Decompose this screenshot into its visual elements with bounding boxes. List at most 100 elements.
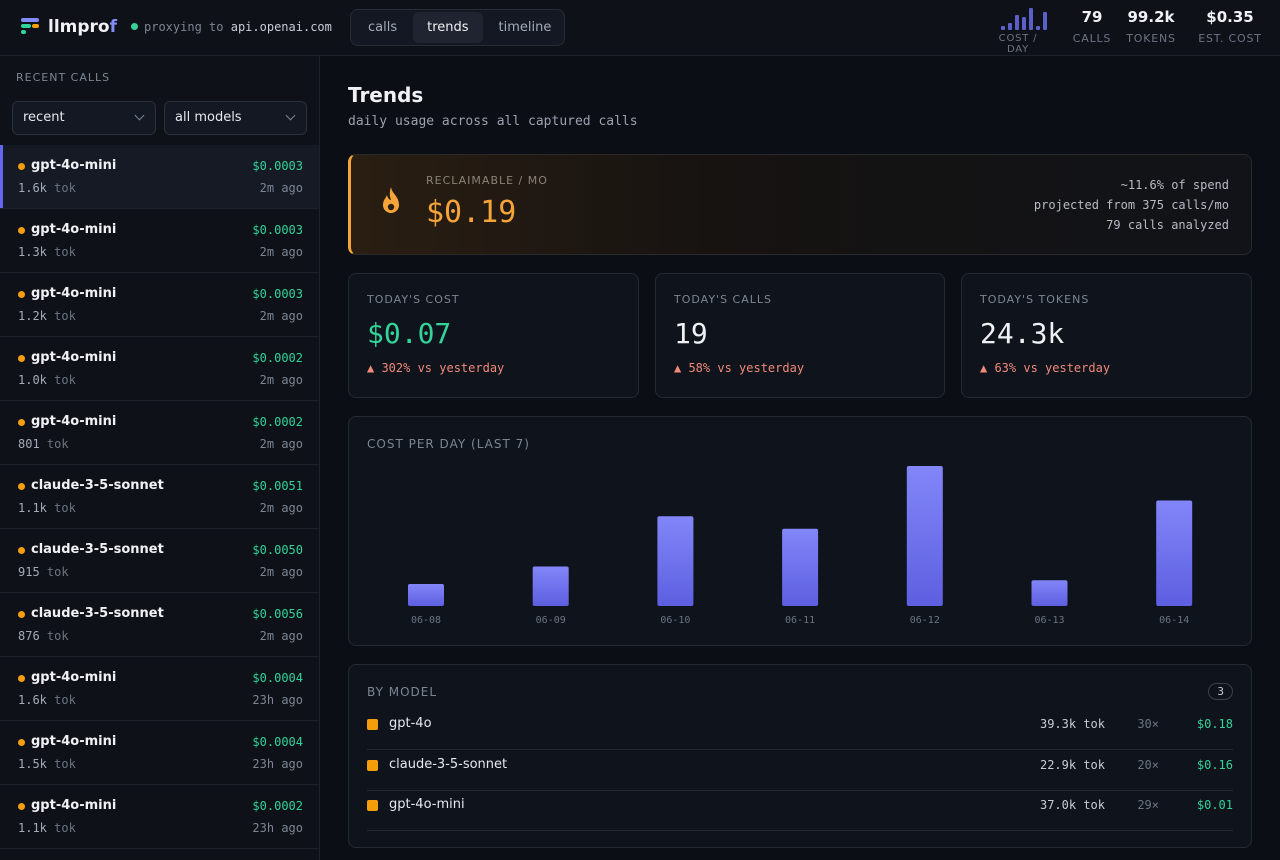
call-tokens: 1.6k tok (18, 693, 76, 707)
provider-dot-icon (18, 483, 25, 490)
call-cost: $0.0003 (252, 159, 303, 173)
model-name: claude-3-5-sonnet (389, 756, 508, 772)
call-list-item[interactable]: gpt-4o-mini $0.0003 1.3k tok 2m ago (0, 209, 319, 273)
tab-calls[interactable]: calls (368, 20, 398, 35)
proxy-status: proxying to api.openai.com (131, 20, 332, 34)
sort-select[interactable]: recent (12, 101, 156, 135)
call-token-count: 915 (18, 565, 40, 579)
call-model: claude-3-5-sonnet (31, 606, 164, 621)
model-row[interactable]: gpt-4o-mini 37.0k tok 29× $0.01 (367, 790, 1233, 831)
call-token-unit: tok (54, 181, 76, 195)
cost-stat: $0.35 EST. COST (1196, 8, 1264, 45)
provider-dot-icon (18, 291, 25, 298)
call-tokens: 1.3k tok (18, 245, 76, 259)
model-cost: $0.18 (1196, 717, 1233, 731)
call-tokens: 915 tok (18, 565, 69, 579)
chart-bar[interactable] (1156, 500, 1193, 606)
call-cost: $0.0003 (252, 223, 303, 237)
call-list-item[interactable]: gpt-4o-mini $0.0004 1.5k tok 23h ago (0, 721, 319, 785)
provider-dot-icon (18, 611, 25, 618)
flame-icon (383, 187, 399, 213)
model-calls: 20× (1137, 757, 1159, 772)
provider-dot-icon (18, 739, 25, 746)
call-token-count: 1.0k (18, 373, 47, 387)
call-list-item[interactable]: claude-3-5-sonnet $0.0056 876 tok 2m ago (0, 593, 319, 657)
calls-stat: 79 CALLS (1063, 8, 1121, 45)
sort-select-value: recent (23, 110, 65, 125)
brand-name: llmprof (48, 17, 118, 37)
call-list-item[interactable]: claude-3-5-sonnet $0.0051 1.1k tok 2m ago (0, 465, 319, 529)
provider-dot-icon (18, 419, 25, 426)
call-token-count: 1.3k (18, 245, 47, 259)
by-model-panel: BY MODEL 3 gpt-4o 39.3k tok 30× $0.18 claude… (348, 664, 1252, 848)
model-color-swatch (367, 800, 378, 811)
chart-bar[interactable] (408, 584, 444, 606)
sidebar-title: RECENT CALLS (16, 71, 111, 84)
call-model: gpt-4o-mini (31, 222, 117, 237)
sparkline-label: COST / DAY (998, 33, 1038, 55)
model-tokens: 39.3k tok (1039, 717, 1105, 731)
call-time: 2m ago (259, 181, 303, 195)
tab-trends[interactable]: trends (413, 12, 483, 43)
page-title: Trends (348, 83, 424, 107)
chart-bar[interactable] (906, 466, 943, 606)
call-model: gpt-4o-mini (31, 414, 117, 429)
chart-bar[interactable] (657, 516, 694, 606)
model-row[interactable]: gpt-4o 39.3k tok 30× $0.18 (367, 709, 1233, 750)
tab-timeline[interactable]: timeline (498, 20, 552, 35)
chart-tick-label: 06-12 (910, 615, 940, 626)
call-list-item[interactable]: gpt-4o-mini $0.0004 1.6k tok 23h ago (0, 657, 319, 721)
proxy-host: api.openai.com (230, 20, 332, 34)
call-token-unit: tok (54, 693, 76, 707)
call-tokens: 1.2k tok (18, 309, 76, 323)
call-time: 23h ago (252, 757, 303, 771)
call-tokens: 1.0k tok (18, 373, 76, 387)
model-color-swatch (367, 759, 378, 771)
model-filter-select[interactable]: all models (164, 101, 307, 135)
sparkline-bar (1001, 26, 1005, 30)
call-token-count: 801 (18, 437, 40, 451)
provider-dot-icon (18, 547, 25, 554)
call-token-unit: tok (54, 245, 76, 259)
today-tokens-card: TODAY'S TOKENS 24.3k ▲ 63% vs yesterday (961, 273, 1252, 398)
call-token-count: 876 (18, 629, 40, 643)
today-calls-card: TODAY'S CALLS 19 ▲ 58% vs yesterday (655, 273, 945, 398)
call-list-item[interactable]: gpt-4o-mini $0.0002 1.1k tok 23h ago (0, 785, 319, 849)
call-token-unit: tok (54, 757, 76, 771)
call-token-count: 1.6k (18, 181, 47, 195)
call-model: claude-3-5-sonnet (31, 542, 164, 557)
call-token-unit: tok (54, 501, 76, 515)
call-list-item[interactable]: claude-3-5-sonnet $0.0050 915 tok 2m ago (0, 529, 319, 593)
sparkline-bar (1029, 8, 1033, 30)
call-model: gpt-4o-mini (31, 158, 117, 173)
call-list-item[interactable]: gpt-4o-mini $0.0003 1.6k tok 2m ago (0, 145, 319, 209)
today-cost-card: TODAY'S COST $0.07 ▲ 302% vs yesterday (348, 273, 639, 398)
reclaimable-note-analyzed: 79 calls analyzed (1106, 218, 1229, 232)
reclaimable-banner: RECLAIMABLE / MO $0.19 ~11.6% of spend p… (348, 154, 1252, 255)
card-delta: ▲ 63% vs yesterday (980, 361, 1111, 375)
call-token-unit: tok (46, 565, 69, 579)
call-cost: $0.0004 (252, 671, 303, 685)
call-token-count: 1.6k (18, 693, 47, 707)
call-time: 23h ago (252, 821, 303, 835)
call-time: 2m ago (259, 565, 303, 579)
reclaimable-label: RECLAIMABLE / MO (426, 174, 548, 187)
model-name: gpt-4o-mini (389, 797, 465, 812)
model-count-badge: 3 (1208, 683, 1233, 700)
model-tokens: 22.9k tok (1039, 757, 1105, 772)
reclaimable-note-spend: ~11.6% of spend (1120, 178, 1229, 192)
chart-bar[interactable] (532, 566, 569, 606)
chart-bar[interactable] (1031, 580, 1068, 606)
provider-dot-icon (18, 355, 25, 362)
call-time: 2m ago (259, 629, 303, 643)
call-model: gpt-4o-mini (31, 734, 117, 749)
sparkline-bar (1015, 15, 1019, 30)
model-select-value: all models (175, 110, 242, 125)
call-list-item[interactable]: gpt-4o-mini $0.0002 1.0k tok 2m ago (0, 337, 319, 401)
cost-stat-value: $0.35 (1206, 8, 1254, 26)
chart-bar[interactable] (782, 528, 819, 606)
call-list-item[interactable]: gpt-4o-mini $0.0002 801 tok 2m ago (0, 401, 319, 465)
model-cost: $0.01 (1196, 798, 1233, 812)
call-list-item[interactable]: gpt-4o-mini $0.0003 1.2k tok 2m ago (0, 273, 319, 337)
model-row[interactable]: claude-3-5-sonnet 22.9k tok 20× $0.16 (367, 750, 1233, 791)
